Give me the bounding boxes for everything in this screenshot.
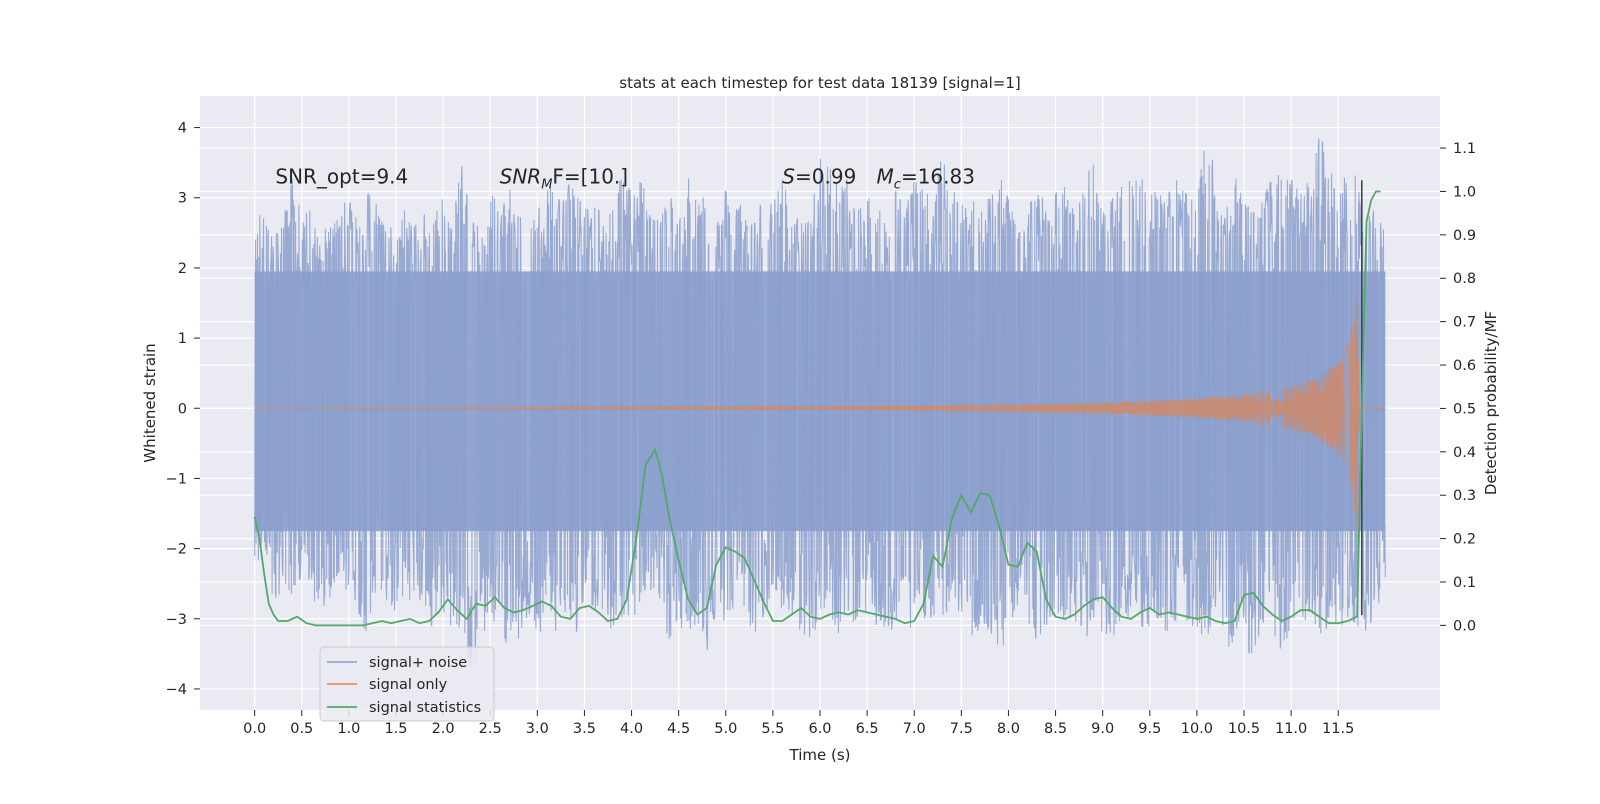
x-tick-label: 10.0 bbox=[1181, 721, 1213, 737]
y-right-tick-label: 0.6 bbox=[1453, 358, 1476, 374]
y-left-tick-label: 2 bbox=[178, 261, 187, 277]
y-right-tick-label: 0.5 bbox=[1453, 401, 1476, 417]
x-tick-label: 9.5 bbox=[1138, 721, 1161, 737]
annotation-text: Mc=16.83 bbox=[877, 165, 975, 193]
legend-box bbox=[319, 646, 495, 722]
legend: signal+ noise signal only signal statist… bbox=[319, 646, 495, 722]
y-right-tick-label: 0.7 bbox=[1453, 315, 1476, 331]
x-tick-label: 1.5 bbox=[384, 721, 407, 737]
x-tick-label: 0.5 bbox=[290, 721, 313, 737]
y-left-tick-label: −3 bbox=[166, 612, 187, 628]
y-left-tick-label: −2 bbox=[166, 542, 187, 558]
y-left-tick-label: 3 bbox=[178, 191, 187, 207]
y-axis-label-right: Detection probability/MF bbox=[1482, 311, 1500, 495]
legend-label-signal-statistics: signal statistics bbox=[369, 700, 481, 716]
x-tick-label: 9.0 bbox=[1091, 721, 1114, 737]
series-signal-only-line bbox=[254, 294, 1386, 530]
x-tick-label: 6.5 bbox=[856, 721, 879, 737]
x-tick-label: 7.0 bbox=[903, 721, 926, 737]
y-axis-label-left: Whitened strain bbox=[141, 343, 159, 462]
x-tick-label: 8.5 bbox=[1044, 721, 1067, 737]
annotations: SNR_opt=9.4 SNRMF=[10.] S=0.99 Mc=16.83 bbox=[275, 165, 975, 193]
axes: 0.0 0.5 1.0 1.5 2.0 2.5 3.0 3.5 4.0 4.5 5.0 5.5 6.0 6… bbox=[166, 121, 1476, 737]
y-left-tick-label: −4 bbox=[166, 682, 187, 698]
x-tick-label: 0.0 bbox=[243, 721, 266, 737]
x-tick-label: 11.5 bbox=[1322, 721, 1354, 737]
y-right-tick-label: 1.1 bbox=[1453, 141, 1476, 157]
x-tick-label: 2.5 bbox=[479, 721, 502, 737]
series-signal-noise-line bbox=[254, 138, 1386, 668]
chart-title: stats at each timestep for test data 181… bbox=[619, 74, 1020, 92]
legend-label-signal-only: signal only bbox=[369, 677, 448, 693]
x-tick-label: 8.0 bbox=[997, 721, 1020, 737]
x-tick-label: 4.0 bbox=[620, 721, 643, 737]
x-axis-label: Time (s) bbox=[789, 746, 851, 764]
legend-label-signal-noise: signal+ noise bbox=[369, 655, 467, 671]
x-tick-label: 2.0 bbox=[432, 721, 455, 737]
x-tick-label: 7.5 bbox=[950, 721, 973, 737]
y-right-tick-label: 0.2 bbox=[1453, 532, 1476, 548]
x-tick-label: 4.5 bbox=[667, 721, 690, 737]
x-tick-label: 1.0 bbox=[337, 721, 360, 737]
y-right-tick-label: 0.4 bbox=[1453, 445, 1476, 461]
y-right-tick-label: 0.1 bbox=[1453, 575, 1476, 591]
x-tick-label: 5.0 bbox=[714, 721, 737, 737]
x-tick-label: 3.5 bbox=[573, 721, 596, 737]
x-tick-label: 11.0 bbox=[1275, 721, 1307, 737]
y-left-tick-label: 0 bbox=[178, 401, 187, 417]
annotation-text: SNR_opt=9.4 bbox=[275, 165, 408, 189]
x-tick-label: 5.5 bbox=[761, 721, 784, 737]
x-tick-label: 3.0 bbox=[526, 721, 549, 737]
data-layer bbox=[253, 138, 1386, 668]
y-left-tick-label: −1 bbox=[166, 471, 187, 487]
series-signal-statistics-line bbox=[253, 190, 1381, 627]
x-tick-label: 6.0 bbox=[808, 721, 831, 737]
y-right-tick-label: 0.3 bbox=[1453, 488, 1476, 504]
y-left-tick-label: 4 bbox=[178, 121, 187, 137]
x-tick-label: 10.5 bbox=[1228, 721, 1260, 737]
y-right-tick-label: 0.0 bbox=[1453, 618, 1476, 634]
y-left-tick-label: 1 bbox=[178, 331, 187, 347]
y-right-tick-label: 1.0 bbox=[1453, 184, 1476, 200]
y-right-tick-label: 0.9 bbox=[1453, 228, 1476, 244]
annotation-text: SNRMF=[10.] bbox=[500, 165, 628, 193]
y-right-tick-label: 0.8 bbox=[1453, 271, 1476, 287]
annotation-text: S=0.99 bbox=[782, 165, 856, 189]
